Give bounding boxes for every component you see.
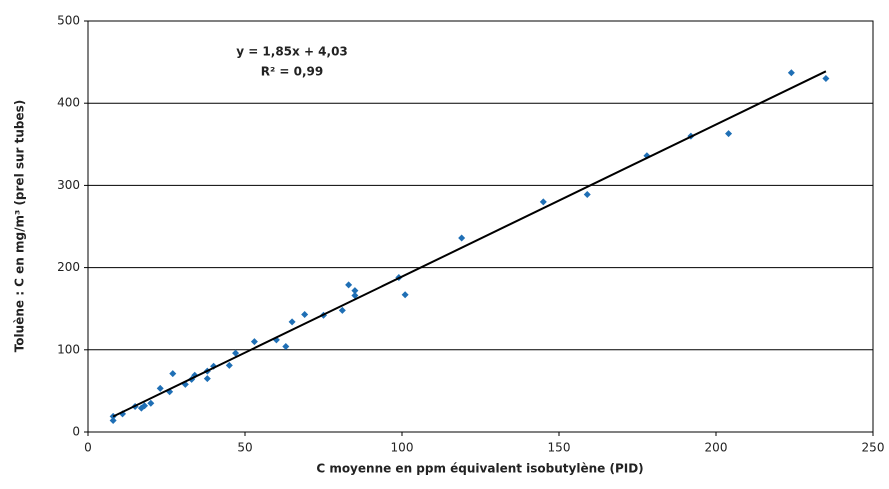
point: [787, 69, 795, 77]
x-tick-label: 0: [84, 441, 92, 455]
point: [147, 399, 155, 407]
x-axis-title: C moyenne en ppm équivalent isobutylène …: [316, 462, 643, 476]
point: [109, 416, 117, 424]
y-tick-label: 300: [57, 178, 80, 192]
point: [141, 402, 149, 410]
y-tick-label: 0: [72, 425, 80, 439]
point: [338, 306, 346, 314]
y-tick-label: 400: [57, 96, 80, 110]
point: [458, 234, 466, 242]
x-tick-label: 100: [391, 441, 414, 455]
r-squared: R² = 0,99: [261, 65, 324, 79]
y-tick-label: 100: [57, 342, 80, 356]
point: [232, 349, 240, 357]
y-tick-label: 200: [57, 260, 80, 274]
point: [250, 338, 258, 346]
y-axis-title: Toluène : C en mg/m³ (prel sur tubes): [13, 100, 27, 353]
point: [401, 291, 409, 299]
point: [351, 287, 359, 295]
point: [822, 75, 830, 83]
point: [225, 361, 233, 369]
x-tick-label: 50: [237, 441, 252, 455]
point: [156, 384, 164, 392]
point: [203, 375, 211, 383]
x-tick-label: 250: [862, 441, 885, 455]
point: [169, 370, 177, 378]
trendline: [112, 70, 827, 418]
point: [351, 292, 359, 300]
y-tick-label: 500: [57, 14, 80, 28]
point: [583, 190, 591, 198]
point: [301, 310, 309, 318]
x-tick-label: 200: [705, 441, 728, 455]
point: [288, 318, 296, 326]
point: [725, 130, 733, 138]
point: [539, 198, 547, 206]
trendline-equation: y = 1,85x + 4,03: [236, 45, 348, 59]
x-tick-label: 150: [548, 441, 571, 455]
plot-border: [87, 20, 874, 433]
point: [282, 343, 290, 351]
point: [345, 281, 353, 289]
